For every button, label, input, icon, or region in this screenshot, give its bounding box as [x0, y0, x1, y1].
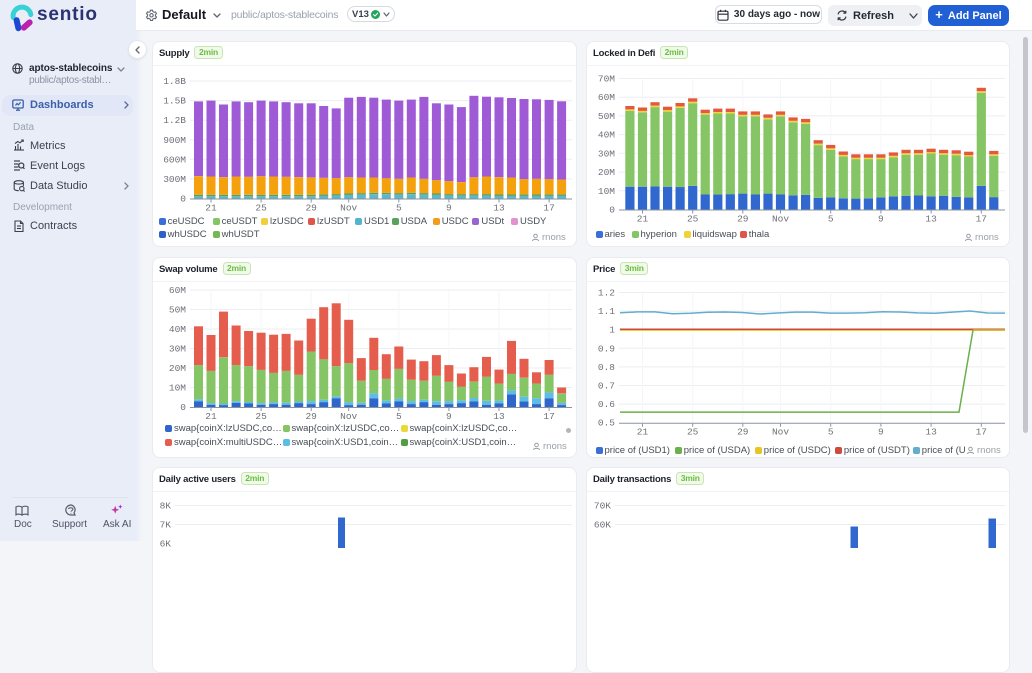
- svg-text:60K: 60K: [594, 520, 611, 531]
- svg-text:1.5B: 1.5B: [163, 96, 186, 107]
- svg-text:17: 17: [976, 214, 987, 225]
- svg-text:17: 17: [543, 411, 554, 422]
- svg-text:30M: 30M: [598, 148, 615, 159]
- svg-text:50M: 50M: [169, 305, 186, 316]
- svg-text:0: 0: [180, 402, 186, 413]
- svg-text:21: 21: [637, 427, 649, 438]
- svg-text:600M: 600M: [163, 154, 186, 165]
- svg-text:21: 21: [205, 203, 217, 213]
- svg-text:40M: 40M: [598, 130, 615, 141]
- svg-text:70M: 70M: [598, 74, 615, 85]
- svg-text:5: 5: [396, 203, 402, 213]
- svg-text:0: 0: [180, 194, 186, 205]
- svg-text:0.9: 0.9: [598, 343, 615, 354]
- svg-text:1.2B: 1.2B: [163, 115, 186, 126]
- svg-text:1.2: 1.2: [598, 288, 615, 299]
- svg-text:0.7: 0.7: [598, 381, 615, 392]
- svg-text:900M: 900M: [163, 135, 186, 146]
- svg-text:5: 5: [396, 411, 402, 422]
- svg-text:9: 9: [446, 203, 452, 213]
- svg-text:17: 17: [543, 203, 554, 213]
- svg-text:Nov: Nov: [772, 214, 789, 225]
- svg-text:9: 9: [446, 411, 452, 422]
- svg-text:Nov: Nov: [340, 203, 357, 213]
- svg-text:300M: 300M: [163, 174, 186, 185]
- svg-text:5: 5: [828, 427, 834, 438]
- svg-text:9: 9: [878, 427, 884, 438]
- svg-text:0: 0: [609, 205, 615, 216]
- svg-text:60M: 60M: [598, 92, 615, 103]
- svg-text:29: 29: [737, 427, 749, 438]
- svg-text:20M: 20M: [169, 363, 186, 374]
- svg-text:30M: 30M: [169, 344, 186, 355]
- svg-text:6K: 6K: [160, 539, 172, 549]
- svg-text:21: 21: [205, 411, 217, 422]
- svg-text:13: 13: [493, 411, 505, 422]
- svg-text:8K: 8K: [160, 501, 172, 512]
- svg-text:5: 5: [828, 214, 834, 225]
- svg-text:21: 21: [637, 214, 649, 225]
- svg-text:20M: 20M: [598, 167, 615, 178]
- svg-text:0.8: 0.8: [598, 362, 615, 373]
- svg-text:1: 1: [609, 325, 615, 336]
- svg-text:13: 13: [925, 214, 937, 225]
- svg-text:10M: 10M: [598, 186, 615, 197]
- svg-text:40M: 40M: [169, 324, 186, 335]
- svg-text:17: 17: [976, 427, 987, 438]
- svg-text:25: 25: [255, 411, 267, 422]
- svg-text:50M: 50M: [598, 111, 615, 122]
- svg-text:Nov: Nov: [772, 427, 789, 438]
- svg-text:29: 29: [737, 214, 749, 225]
- svg-text:9: 9: [878, 214, 884, 225]
- svg-text:13: 13: [925, 427, 937, 438]
- svg-text:13: 13: [493, 203, 505, 213]
- svg-text:25: 25: [255, 203, 267, 213]
- svg-text:29: 29: [305, 203, 317, 213]
- svg-text:1.1: 1.1: [598, 306, 615, 317]
- svg-text:25: 25: [687, 427, 699, 438]
- svg-text:0.6: 0.6: [598, 399, 615, 410]
- svg-text:29: 29: [305, 411, 317, 422]
- svg-text:1.8B: 1.8B: [163, 76, 186, 87]
- svg-text:10M: 10M: [169, 383, 186, 394]
- svg-text:Nov: Nov: [340, 411, 357, 422]
- svg-text:25: 25: [687, 214, 699, 225]
- svg-text:70K: 70K: [594, 501, 611, 512]
- svg-text:60M: 60M: [169, 285, 186, 296]
- svg-text:0.5: 0.5: [598, 418, 615, 429]
- svg-text:7K: 7K: [160, 520, 172, 531]
